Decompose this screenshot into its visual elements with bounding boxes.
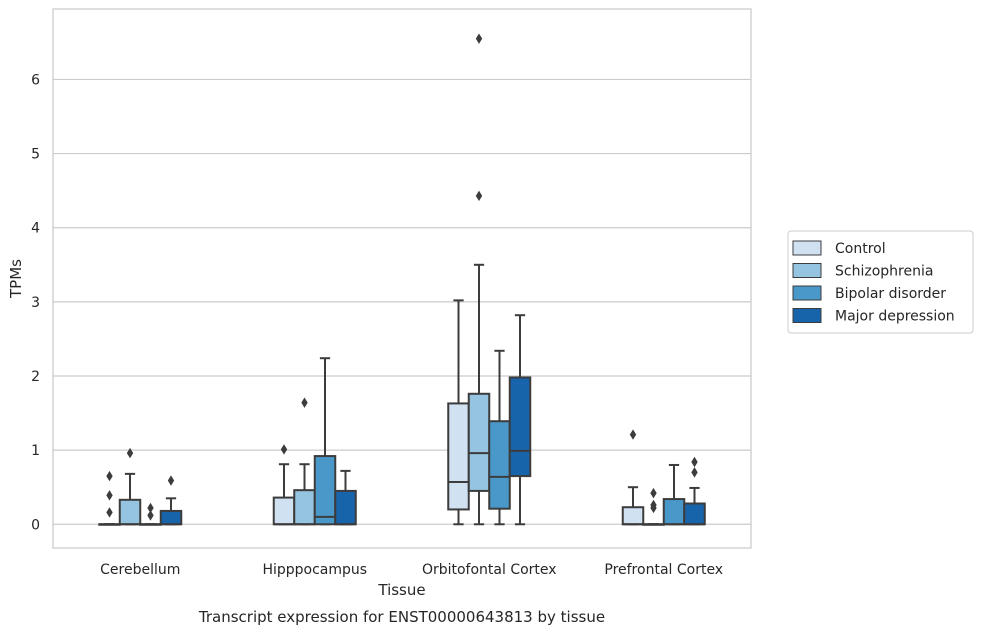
box	[272, 496, 296, 526]
box-group	[334, 469, 357, 526]
outlier-point	[475, 190, 483, 202]
box	[118, 498, 142, 526]
box	[159, 509, 183, 526]
outlier-point	[629, 429, 637, 440]
outlier-point	[147, 510, 154, 521]
chart-caption: Transcript expression for ENST0000064381…	[198, 608, 605, 626]
outlier-point	[106, 490, 113, 501]
y-tick-label: 1	[31, 443, 40, 459]
box	[334, 489, 357, 526]
outlier-point	[167, 475, 175, 486]
box	[683, 502, 706, 526]
box-group	[642, 487, 665, 526]
outlier-point	[650, 487, 657, 499]
box-group	[508, 314, 532, 526]
box	[488, 420, 511, 510]
legend-swatch	[792, 285, 822, 301]
y-tick-label: 6	[31, 72, 40, 88]
y-tick-label: 2	[31, 369, 40, 385]
legend-item: Major depression	[792, 308, 955, 325]
box-group	[313, 357, 337, 526]
legend-label: Control	[835, 241, 886, 257]
outlier-point	[301, 397, 308, 408]
plot-frame	[52, 8, 752, 549]
x-axis-label: Tissue	[377, 581, 425, 599]
outlier-point	[147, 502, 154, 514]
legend-swatch	[792, 263, 822, 278]
box-group	[488, 349, 511, 526]
outlier-point	[691, 456, 698, 468]
legend-label: Bipolar disorder	[835, 286, 946, 302]
y-tick-label: 3	[31, 295, 40, 311]
box-group	[98, 470, 121, 526]
x-tick-labels: Cerebellum Hipppocampus Orbitofontal Corte…	[100, 562, 723, 578]
box-group	[662, 463, 686, 526]
legend-label: Schizophrenia	[835, 264, 933, 280]
legend-label: Major depression	[835, 309, 955, 325]
box	[313, 455, 337, 526]
box-group	[159, 475, 183, 526]
outlier-point	[106, 470, 113, 482]
x-tick-label: Orbitofontal Cortex	[422, 562, 557, 578]
outlier-point	[475, 33, 483, 44]
outlier-point	[280, 444, 288, 455]
x-tick-label: Prefrontal Cortex	[604, 562, 723, 578]
outlier-point	[106, 507, 113, 518]
box-group	[272, 444, 296, 526]
legend-item: Bipolar disorder	[792, 285, 946, 302]
box-group	[621, 429, 645, 526]
box-group	[447, 299, 470, 526]
legend-frame	[787, 230, 974, 334]
legend: Control Schizophrenia Bipolar disorder Majo…	[787, 230, 974, 334]
box	[621, 506, 645, 526]
y-tick-label: 4	[31, 221, 40, 237]
outlier-point	[126, 447, 134, 459]
box-group	[118, 447, 142, 526]
boxes	[98, 33, 706, 526]
box	[662, 498, 686, 526]
box	[447, 402, 470, 511]
box	[467, 392, 491, 492]
legend-item: Schizophrenia	[792, 263, 933, 280]
box	[293, 489, 316, 526]
y-axis-label: TPMs	[7, 259, 25, 299]
box-group	[683, 456, 706, 526]
box-group	[293, 397, 316, 526]
outlier-point	[650, 502, 657, 514]
box-group	[139, 502, 162, 526]
y-tick-label: 0	[31, 517, 40, 533]
box	[508, 376, 532, 478]
x-tick-label: Hipppocampus	[262, 562, 367, 578]
y-tick-labels: 0 1 2 3 4 5 6	[31, 72, 40, 533]
legend-item: Control	[792, 240, 886, 257]
outlier-point	[691, 467, 698, 478]
y-tick-label: 5	[31, 147, 40, 163]
box-group	[467, 33, 491, 526]
legend-swatch	[792, 240, 822, 256]
grid-lines	[53, 78, 751, 525]
x-tick-label: Cerebellum	[100, 562, 180, 578]
legend-swatch	[792, 308, 822, 323]
